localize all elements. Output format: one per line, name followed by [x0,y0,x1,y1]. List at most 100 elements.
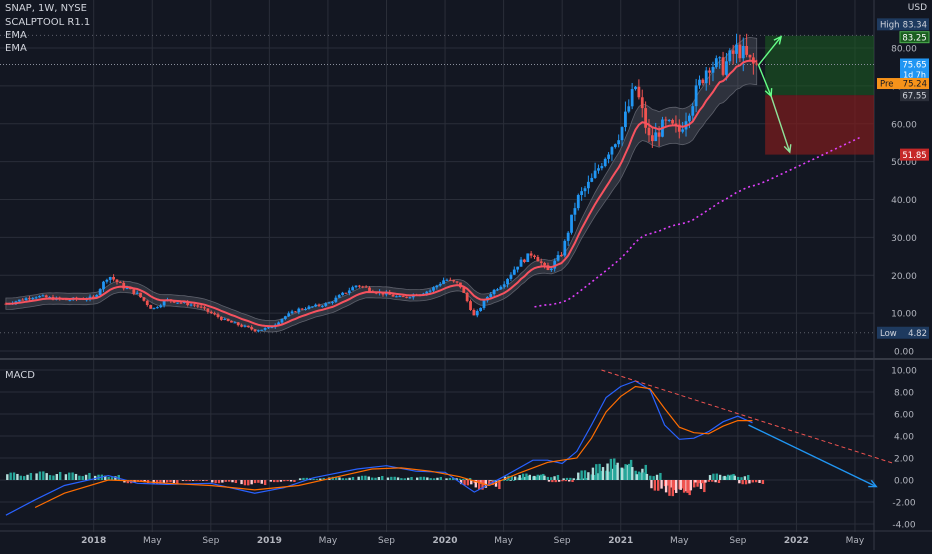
candle [44,294,48,298]
legend-indicator-scalptool[interactable]: SCALPTOOL R1.1 [5,17,91,28]
histogram-bar [283,480,286,482]
candle-body [203,307,206,309]
histogram-bar [231,480,234,483]
candle-body [603,158,607,167]
candle [634,85,637,91]
time-axis[interactable]: 2018 May Sep 2019 May Sep 2020 May Sep 2021 May Sep… [81,536,865,546]
candle [496,288,499,291]
histogram-bar [305,477,309,480]
candle [203,305,206,311]
time-tick-label: 2019 [257,536,282,546]
histogram-bar [126,480,130,484]
candle-body [600,166,604,169]
histogram-bar [583,470,587,480]
candle-body [465,292,469,302]
histogram-bar [45,473,48,480]
price-tick-label: 80.00 [891,45,917,55]
candle-body [408,297,412,299]
price-tick-label: 50.00 [891,158,917,168]
candle [246,325,250,328]
histogram-bar [696,480,699,487]
candle [701,78,705,86]
candle [711,61,715,82]
time-tick-label: May [143,536,162,546]
candle-body [472,309,476,316]
candle [108,276,112,284]
histogram-bar [689,480,693,491]
legend-indicator-ema-2[interactable]: EMA [5,43,27,54]
histogram-bar [293,480,296,483]
candle [667,118,671,123]
histogram-bar [110,477,114,480]
candle-body [112,277,116,280]
candle-body [129,288,132,290]
candle-body [24,298,28,301]
histogram-bar [699,480,703,489]
candle [506,278,509,288]
candle-body [314,304,318,307]
macd-title[interactable]: MACD [5,370,35,381]
candle [687,113,691,129]
candle-body [226,318,230,322]
legend-symbol[interactable]: SNAP, 1W, NYSE [5,3,87,14]
histogram-bar [668,480,671,496]
histogram-bar [338,477,341,480]
candle [102,280,105,293]
candle-body [159,305,163,308]
price-axis[interactable]: 0.0010.0020.0030.0040.0050.0060.0070.008… [891,45,917,531]
candle-body [644,108,648,128]
candle [624,101,627,132]
histogram-bar [536,474,539,480]
candle [516,266,520,273]
candle-body [250,327,254,330]
candle [324,302,328,307]
candle [529,250,533,259]
histogram-bar [26,474,29,480]
histogram-bar [88,472,91,480]
candle [671,118,674,125]
candle-body [664,119,668,121]
macd-tick-label: 0.00 [894,477,914,487]
candle [267,326,270,329]
histogram-bar [488,480,491,486]
histogram-bar [48,475,52,480]
candle-body [307,306,311,310]
candle [512,266,516,276]
candle [452,279,456,283]
histogram-bar [22,476,26,480]
histogram-bar [714,480,717,483]
candle [640,89,644,118]
candle [600,162,604,171]
candle [331,301,334,305]
candle-body [44,295,48,298]
histogram-bar [38,471,42,480]
candle-body [142,297,146,301]
high-badge-bg [877,18,929,31]
histogram-bar [733,475,736,480]
histogram-bar [360,475,364,480]
pre-value: 75.24 [903,80,927,90]
candle [620,126,624,147]
candle-body [499,286,503,290]
candle [539,258,543,266]
time-tick-label: 2020 [433,536,458,546]
high-value: 83.34 [903,20,927,30]
macd-tick-label: -2.00 [892,499,916,509]
candle [122,280,126,291]
candle-body [624,111,627,128]
histogram-bar [751,480,754,483]
candle-body [149,305,153,309]
candle-body [435,285,439,288]
arrow-up-target [757,35,783,66]
candle [297,307,301,315]
candle [738,34,742,62]
legend-indicator-ema-1[interactable]: EMA [5,30,27,41]
candle-body [714,58,718,67]
candle-body [657,132,661,137]
candle-body [674,123,678,125]
candle [533,254,536,260]
candle-body [270,327,274,329]
candle-body [310,306,314,308]
